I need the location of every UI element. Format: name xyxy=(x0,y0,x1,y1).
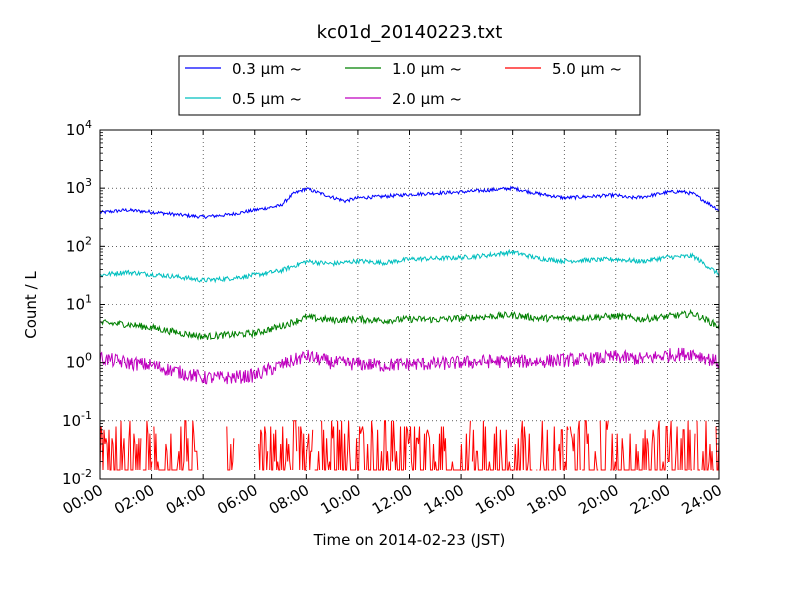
x-tick-label: 16:00 xyxy=(472,481,518,518)
series-line-1 xyxy=(100,248,719,284)
y-tick-exponent: 3 xyxy=(85,176,92,189)
x-tick-label: 22:00 xyxy=(627,481,673,518)
chart-title: kc01d_20140223.txt xyxy=(317,22,503,43)
y-tick-exponent: 2 xyxy=(85,234,92,247)
legend-label-1: 0.5 μm ~ xyxy=(232,90,302,108)
x-tick-label: 20:00 xyxy=(575,481,621,518)
y-tick-label: 101 xyxy=(66,293,92,314)
y-tick-label: 104 xyxy=(66,118,92,139)
y-tick-label: 102 xyxy=(66,234,92,255)
legend-label-4: 5.0 μm ~ xyxy=(552,60,622,78)
x-tick-label: 06:00 xyxy=(214,481,260,518)
y-tick-label: 100 xyxy=(66,351,92,372)
legend: 0.3 μm ~ 0.5 μm ~ 1.0 μm ~ 2.0 μm ~ 5.0 μm ~ xyxy=(178,55,641,116)
y-tick-base: 10 xyxy=(66,121,85,139)
series-layer xyxy=(100,185,719,471)
y-tick-label: 10-1 xyxy=(62,409,92,430)
y-tick-base: 10 xyxy=(66,296,85,314)
x-tick-label: 08:00 xyxy=(266,481,312,518)
y-tick-exponent: -1 xyxy=(81,409,92,422)
y-tick-label: 10-2 xyxy=(62,467,92,488)
x-tick-label: 14:00 xyxy=(421,481,467,518)
y-tick-exponent: -2 xyxy=(81,467,92,480)
y-axis-label: Count / L xyxy=(22,271,40,339)
y-tick-base: 10 xyxy=(66,179,85,197)
series-line-0 xyxy=(100,185,719,220)
y-tick-label: 103 xyxy=(66,176,92,197)
legend-label-0: 0.3 μm ~ xyxy=(232,60,302,78)
x-tick-label: 24:00 xyxy=(679,481,725,518)
y-tick-base: 10 xyxy=(62,412,81,430)
legend-frame xyxy=(178,55,641,116)
legend-label-2: 1.0 μm ~ xyxy=(392,60,462,78)
x-tick-label: 04:00 xyxy=(163,481,209,518)
series-line-3 xyxy=(100,347,719,385)
series-line-2 xyxy=(100,308,719,341)
x-tick-label: 02:00 xyxy=(111,481,157,518)
y-tick-exponent: 1 xyxy=(85,293,92,306)
y-tick-exponent: 0 xyxy=(85,351,92,364)
y-tick-base: 10 xyxy=(62,470,81,488)
y-tick-exponent: 4 xyxy=(85,118,92,131)
x-tick-label: 18:00 xyxy=(524,481,570,518)
legend-label-3: 2.0 μm ~ xyxy=(392,90,462,108)
x-axis-label: Time on 2014-02-23 (JST) xyxy=(313,531,506,549)
x-tick-label: 12:00 xyxy=(369,481,415,518)
y-tick-base: 10 xyxy=(66,354,85,372)
series-line-4 xyxy=(100,420,719,471)
y-tick-base: 10 xyxy=(66,237,85,255)
x-tick-label: 10:00 xyxy=(317,481,363,518)
